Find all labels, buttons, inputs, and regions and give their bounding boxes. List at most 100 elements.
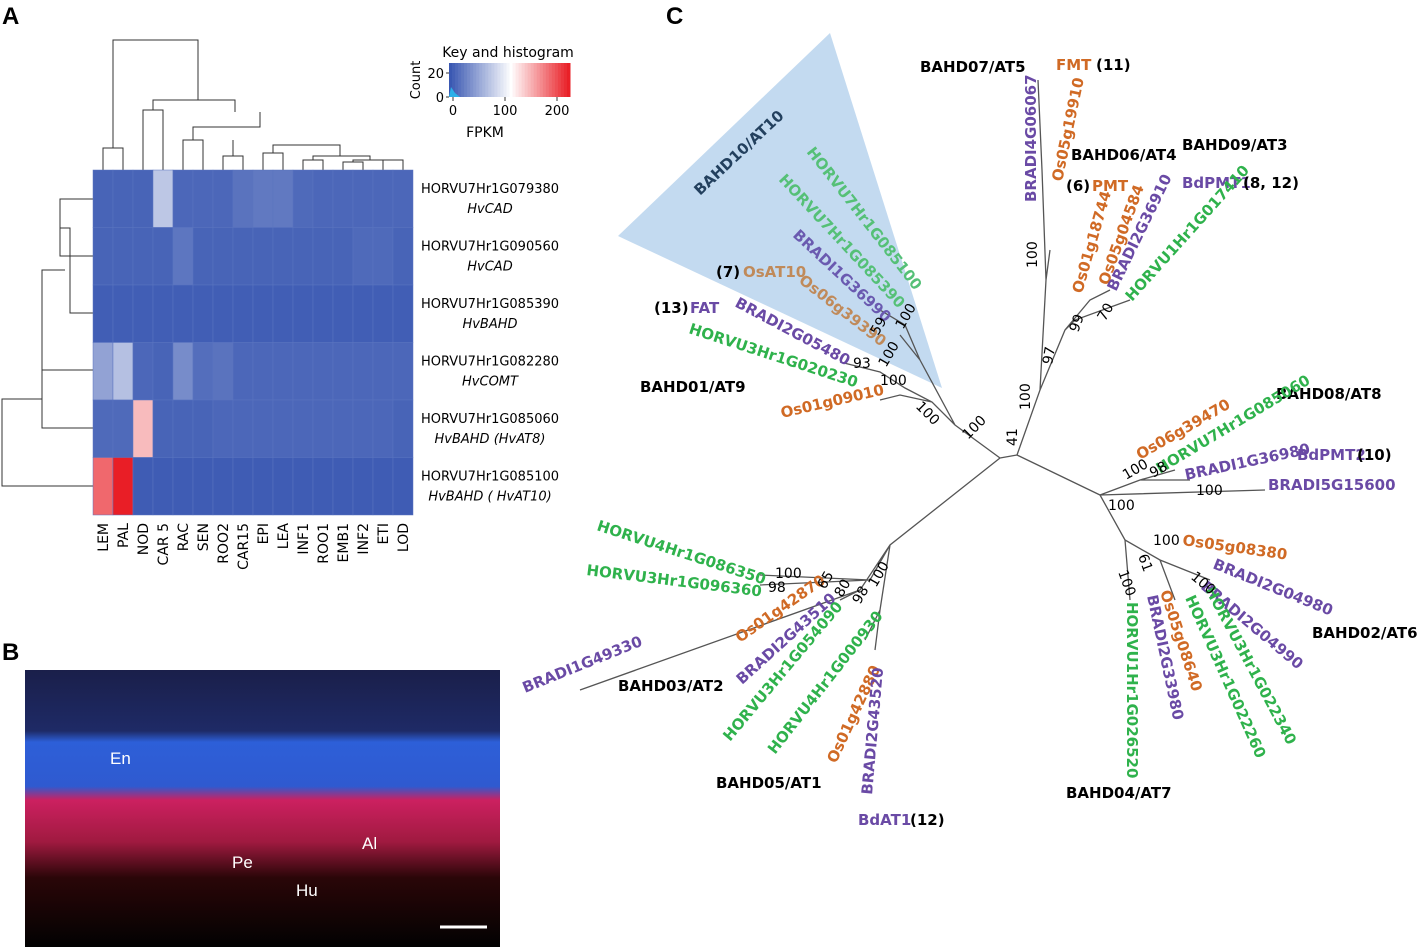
column-label: EMB1 bbox=[336, 523, 352, 562]
column-label: SEN bbox=[196, 523, 212, 551]
support-value: 65 bbox=[815, 569, 838, 592]
color-key-step bbox=[479, 63, 483, 97]
color-key-step bbox=[527, 63, 532, 97]
heatmap-cell bbox=[312, 457, 334, 516]
column-label: PAL bbox=[116, 523, 132, 548]
heatmap-cell bbox=[112, 227, 134, 286]
color-key-step bbox=[467, 63, 471, 97]
support-value: 100 bbox=[1196, 483, 1223, 499]
histogram bbox=[449, 87, 460, 97]
color-key-step bbox=[566, 63, 571, 97]
column-label: INF2 bbox=[356, 523, 372, 555]
heatmap-cell bbox=[272, 227, 294, 286]
tree-label: (6) bbox=[1066, 177, 1090, 195]
tree-label: (10) bbox=[1357, 446, 1392, 464]
color-key-step bbox=[542, 63, 547, 97]
tree-label: BRADI4G06067 bbox=[1022, 74, 1040, 202]
row-sublabel: HvCAD bbox=[467, 202, 512, 217]
support-value: 100 bbox=[960, 413, 990, 443]
tree-label: BdPMT2 bbox=[1297, 446, 1366, 464]
heatmap-cell bbox=[352, 284, 374, 343]
support-value: 93 bbox=[853, 356, 871, 372]
column-label: INF1 bbox=[296, 523, 312, 555]
tree-label: (8, 12) bbox=[1243, 174, 1299, 192]
column-label: EPI bbox=[256, 523, 272, 544]
heatmap-cell bbox=[252, 342, 274, 401]
key-scale-label: FPKM bbox=[466, 125, 504, 141]
clade-highlight bbox=[618, 33, 942, 388]
heatmap-cell bbox=[272, 284, 294, 343]
color-key-step bbox=[464, 63, 468, 97]
heatmap-cell bbox=[312, 227, 334, 286]
tree-label: Os05g19910 bbox=[1048, 76, 1088, 183]
color-key-step bbox=[494, 63, 498, 97]
heatmap-cell bbox=[352, 399, 374, 458]
heatmap-cell bbox=[92, 227, 114, 286]
scale-tick-label: 0 bbox=[449, 104, 457, 119]
row-label: HORVU7Hr1G082280 bbox=[421, 354, 559, 369]
column-label: ETI bbox=[376, 523, 392, 545]
heatmap-cell bbox=[292, 227, 314, 286]
support-value: 61 bbox=[1134, 552, 1155, 574]
tree-label: Os05g08380 bbox=[1181, 531, 1288, 564]
color-key-step bbox=[530, 63, 535, 97]
color-key-step bbox=[449, 63, 453, 97]
tree-label: PMT bbox=[1092, 177, 1129, 195]
heatmap-cell bbox=[192, 399, 214, 458]
heatmap-cell bbox=[372, 457, 394, 516]
heatmap-cell bbox=[332, 227, 354, 286]
heatmap-cell bbox=[272, 342, 294, 401]
color-key-step bbox=[533, 63, 538, 97]
color-key-step bbox=[455, 63, 459, 97]
panel-label: B bbox=[2, 639, 19, 666]
heatmap-cell bbox=[392, 342, 414, 401]
heatmap-cell bbox=[292, 342, 314, 401]
heatmap-cell bbox=[232, 457, 254, 516]
color-key-step bbox=[497, 63, 501, 97]
column-label: ROO1 bbox=[316, 523, 332, 564]
color-key-step bbox=[506, 63, 510, 97]
color-key-step bbox=[521, 63, 526, 97]
support-value: 98 bbox=[850, 584, 873, 607]
column-label: LEM bbox=[96, 523, 112, 552]
heatmap-cell bbox=[212, 169, 234, 228]
row-sublabel: HvBAHD (HvAT8) bbox=[435, 432, 546, 447]
row-sublabel: HvBAHD bbox=[462, 317, 517, 332]
row-label: HORVU7Hr1G085060 bbox=[421, 412, 559, 427]
key-count-label: Count bbox=[409, 61, 424, 100]
color-key-step bbox=[518, 63, 523, 97]
column-dendrogram bbox=[102, 39, 404, 170]
color-key-step bbox=[485, 63, 489, 97]
color-key-step bbox=[554, 63, 559, 97]
color-key-step bbox=[491, 63, 495, 97]
row-sublabel: HvBAHD ( HvAT10) bbox=[428, 489, 551, 504]
tree-label: BRADI5G15600 bbox=[1268, 476, 1396, 494]
color-key-step bbox=[503, 63, 507, 97]
tree-label: BAHD04/AT7 bbox=[1066, 784, 1172, 802]
tree-label: OsAT10 bbox=[743, 263, 806, 281]
heatmap-cell bbox=[212, 457, 234, 516]
heatmap-cell bbox=[92, 457, 114, 516]
column-label: LEA bbox=[276, 523, 292, 550]
key-title: Key and histogram bbox=[442, 45, 574, 61]
heatmap-cell bbox=[392, 227, 414, 286]
heatmap-cell bbox=[192, 227, 214, 286]
heatmap-cell bbox=[172, 227, 194, 286]
heatmap-cell bbox=[252, 169, 274, 228]
heatmap-cell bbox=[112, 342, 134, 401]
support-value: 97 bbox=[1040, 345, 1059, 365]
heatmap-cell bbox=[372, 227, 394, 286]
tree-label: (13) bbox=[654, 299, 689, 317]
heatmap-cell bbox=[152, 399, 174, 458]
tree-label: (12) bbox=[910, 811, 945, 829]
heatmap-cell bbox=[172, 284, 194, 343]
tree-label: BAHD02/AT6 bbox=[1312, 624, 1418, 642]
color-key-step bbox=[476, 63, 480, 97]
heatmap-cell bbox=[232, 399, 254, 458]
heatmap-cell bbox=[192, 169, 214, 228]
heatmap-cell bbox=[132, 169, 154, 228]
panel-label: C bbox=[666, 3, 683, 30]
column-label: CAR 5 bbox=[156, 523, 172, 565]
heatmap-cell bbox=[132, 399, 154, 458]
heatmap-cell bbox=[352, 169, 374, 228]
